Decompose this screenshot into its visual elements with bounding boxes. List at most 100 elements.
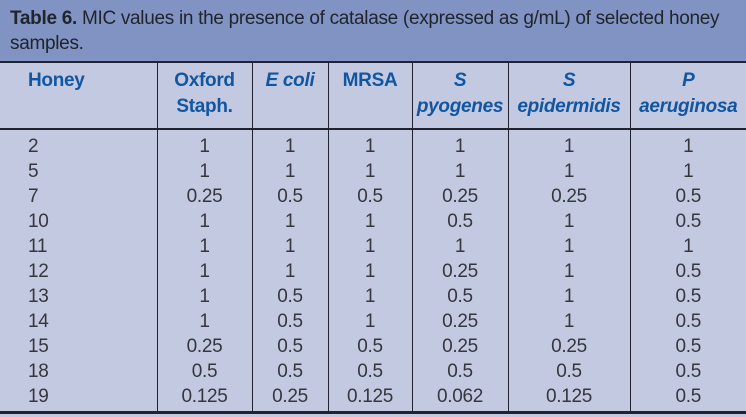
table-caption-label: Table 6. — [10, 8, 77, 29]
table-caption-text: MIC values in the presence of catalase (… — [10, 8, 720, 54]
mic-value-mrsa: 1 — [328, 129, 413, 159]
mic-value-s-pyogenes: 0.5 — [412, 359, 509, 384]
mic-value-e-coli: 1 — [252, 129, 329, 159]
column-header-e-coli: E coli — [252, 63, 329, 130]
mic-value-p-aeruginosa: 1 — [683, 136, 694, 157]
mic-value-mrsa: 0.125 — [328, 384, 413, 414]
mic-value-s-epidermidis: 1 — [508, 309, 631, 334]
mic-value-mrsa: 1 — [328, 209, 413, 234]
mic-value-p-aeruginosa: 0.5 — [675, 361, 701, 382]
honey-sample-id: 19 — [0, 384, 158, 414]
mic-value-mrsa: 0.5 — [328, 334, 413, 359]
mic-value-s-epidermidis: 1 — [508, 159, 631, 184]
mic-value-oxford-staph: 1 — [157, 284, 253, 309]
mic-value-s-pyogenes: 0.25 — [412, 184, 509, 209]
table-body: 2 1 1 1 1 1 1 5 1 1 1 1 1 1 7 0.25 0.5 0.5 0.25 0.25 0.5 10 1 1… — [0, 129, 746, 414]
table-row-honey-13: 13 1 0.5 1 0.5 1 0.5 — [0, 284, 746, 309]
mic-value-e-coli: 0.5 — [252, 184, 329, 209]
honey-sample-id: 18 — [0, 359, 158, 384]
mic-value-oxford-staph: 0.25 — [157, 184, 253, 209]
mic-value-mrsa: 1 — [328, 284, 413, 309]
mic-value-p-aeruginosa: 0.5 — [675, 211, 701, 232]
mic-value-s-epidermidis: 0.125 — [508, 384, 631, 414]
honey-sample-id: 12 — [0, 259, 158, 284]
mic-value-p-aeruginosa: 0.5 — [675, 311, 701, 332]
mic-value-s-pyogenes: 0.25 — [412, 259, 509, 284]
table-row-honey-11: 11 1 1 1 1 1 1 — [0, 234, 746, 259]
mic-value-s-pyogenes: 1 — [412, 234, 509, 259]
mic-value-s-pyogenes: 0.5 — [412, 209, 509, 234]
mic-value-p-aeruginosa: 1 — [683, 161, 694, 182]
table-row-honey-19: 19 0.125 0.25 0.125 0.062 0.125 0.5 — [0, 384, 746, 414]
table-caption: Table 6. MIC values in the presence of c… — [0, 0, 746, 61]
mic-value-e-coli: 0.5 — [252, 309, 329, 334]
column-header-honey: Honey — [0, 63, 158, 130]
table-row-honey-12: 12 1 1 1 0.25 1 0.5 — [0, 259, 746, 284]
mic-value-s-epidermidis: 1 — [508, 259, 631, 284]
mic-value-s-epidermidis: 1 — [508, 129, 631, 159]
honey-sample-id: 13 — [0, 284, 158, 309]
mic-value-e-coli: 0.25 — [252, 384, 329, 414]
mic-value-p-aeruginosa: 0.5 — [630, 384, 746, 414]
table-row-honey-14: 14 1 0.5 1 0.25 1 0.5 — [0, 309, 746, 334]
mic-value-s-epidermidis: 1 — [508, 284, 631, 309]
honey-sample-id: 14 — [0, 309, 158, 334]
mic-value-p-aeruginosa: 0.5 — [675, 336, 701, 357]
mic-value-p-aeruginosa: 0.5 — [675, 261, 701, 282]
mic-value-s-pyogenes: 0.25 — [412, 309, 509, 334]
table-row-honey-10: 10 1 1 1 0.5 1 0.5 — [0, 209, 746, 234]
mic-value-oxford-staph: 0.125 — [157, 384, 253, 414]
mic-value-s-pyogenes: 0.25 — [412, 334, 509, 359]
mic-value-e-coli: 0.5 — [252, 334, 329, 359]
mic-value-s-epidermidis: 0.25 — [508, 334, 631, 359]
mic-value-s-epidermidis: 1 — [508, 234, 631, 259]
column-header-mrsa: MRSA — [328, 63, 413, 130]
mic-value-s-epidermidis: 0.25 — [508, 184, 631, 209]
table-row-honey-18: 18 0.5 0.5 0.5 0.5 0.5 0.5 — [0, 359, 746, 384]
mic-value-e-coli: 1 — [252, 234, 329, 259]
honey-sample-id: 10 — [0, 209, 158, 234]
mic-value-mrsa: 0.5 — [328, 184, 413, 209]
mic-value-mrsa: 1 — [328, 309, 413, 334]
column-header-oxford-staph: Oxford Staph. — [157, 63, 253, 130]
mic-value-p-aeruginosa: 0.5 — [675, 186, 701, 207]
mic-value-e-coli: 0.5 — [252, 359, 329, 384]
mic-value-oxford-staph: 1 — [157, 129, 253, 159]
mic-value-p-aeruginosa: 0.5 — [675, 286, 701, 307]
mic-value-mrsa: 1 — [328, 234, 413, 259]
mic-value-e-coli: 0.5 — [252, 284, 329, 309]
honey-sample-id: 11 — [0, 234, 158, 259]
mic-value-mrsa: 0.5 — [328, 359, 413, 384]
mic-value-oxford-staph: 1 — [157, 259, 253, 284]
mic-value-oxford-staph: 0.5 — [157, 359, 253, 384]
mic-value-oxford-staph: 0.25 — [157, 334, 253, 359]
mic-value-mrsa: 1 — [328, 259, 413, 284]
table-row-honey-7: 7 0.25 0.5 0.5 0.25 0.25 0.5 — [0, 184, 746, 209]
mic-value-oxford-staph: 1 — [157, 209, 253, 234]
mic-value-s-epidermidis: 0.5 — [508, 359, 631, 384]
mic-value-e-coli: 1 — [252, 159, 329, 184]
mic-value-s-pyogenes: 0.062 — [412, 384, 509, 414]
mic-value-e-coli: 1 — [252, 259, 329, 284]
mic-value-s-pyogenes: 1 — [412, 159, 509, 184]
mic-value-oxford-staph: 1 — [157, 309, 253, 334]
mic-value-mrsa: 1 — [328, 159, 413, 184]
mic-value-s-epidermidis: 1 — [508, 209, 631, 234]
honey-sample-id: 2 — [0, 129, 158, 159]
mic-value-e-coli: 1 — [252, 209, 329, 234]
mic-value-oxford-staph: 1 — [157, 234, 253, 259]
honey-sample-id: 5 — [0, 159, 158, 184]
honey-sample-id: 15 — [0, 334, 158, 359]
mic-value-oxford-staph: 1 — [157, 159, 253, 184]
table-row-honey-15: 15 0.25 0.5 0.5 0.25 0.25 0.5 — [0, 334, 746, 359]
